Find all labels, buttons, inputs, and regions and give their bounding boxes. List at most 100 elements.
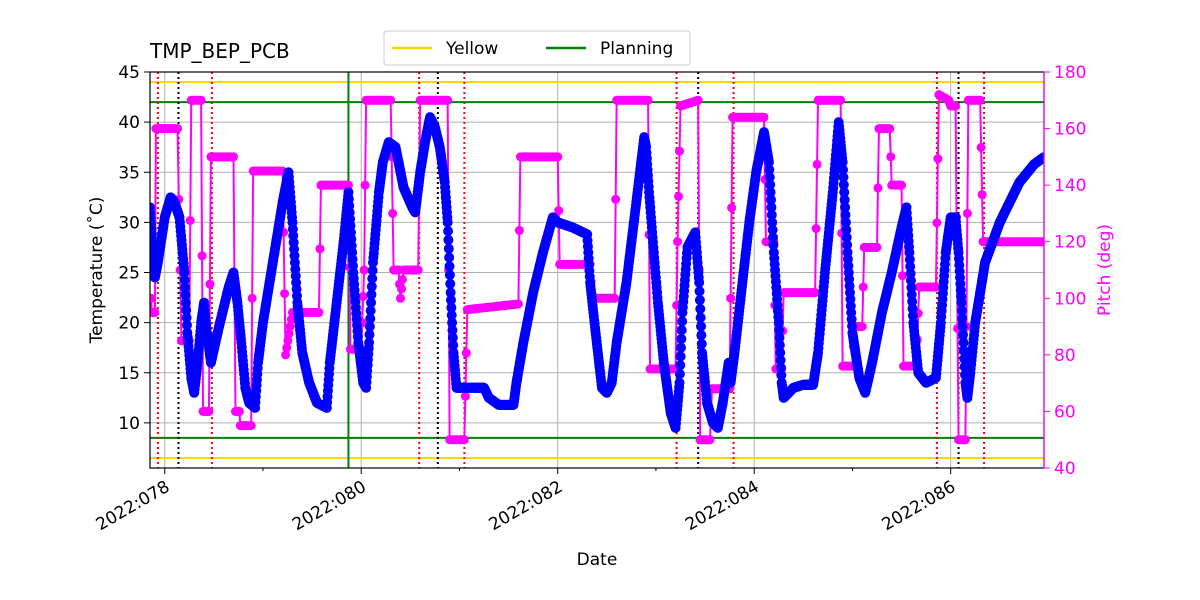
pitch-point xyxy=(674,191,684,201)
temperature-point xyxy=(366,281,377,292)
temperature-point xyxy=(696,321,707,332)
pitch-point xyxy=(1039,237,1044,247)
temperature-point xyxy=(763,157,774,168)
pitch-point xyxy=(836,95,846,105)
y-axis-label: Temperature (˚C) xyxy=(86,197,107,345)
temperature-point xyxy=(957,321,968,332)
temperature-point xyxy=(676,325,687,336)
temperature-point xyxy=(675,351,686,362)
temperature-point xyxy=(775,347,786,358)
temperature-point xyxy=(839,187,850,198)
pitch-point xyxy=(460,391,470,401)
temperature-point xyxy=(447,325,458,336)
pitch-point xyxy=(759,112,769,122)
temperature-point xyxy=(446,302,457,313)
legend: Yellow Planning xyxy=(383,30,691,66)
temperature-point xyxy=(365,313,376,324)
temperature-point xyxy=(775,355,786,366)
temperature-point xyxy=(842,239,853,250)
pitch-point xyxy=(811,224,821,234)
pitch-point xyxy=(196,95,206,105)
pitch-point xyxy=(886,152,896,162)
y-tick-label: 10 xyxy=(118,414,140,434)
pitch-point xyxy=(315,244,325,254)
temperature-point xyxy=(775,362,786,373)
y2-tick-label: 160 xyxy=(1054,120,1086,140)
temperature-point xyxy=(444,261,455,272)
temperature-point xyxy=(181,312,192,323)
pitch-point xyxy=(977,190,987,200)
pitch-point xyxy=(727,203,737,213)
pitch-point xyxy=(962,208,972,218)
temperature-point xyxy=(179,275,190,286)
temperature-point xyxy=(444,270,455,281)
temperature-point xyxy=(445,278,456,289)
temperature-point xyxy=(367,273,378,284)
temperature-point xyxy=(179,267,190,278)
temperature-point xyxy=(695,303,706,314)
pitch-point xyxy=(284,329,294,339)
pitch-point xyxy=(675,146,685,156)
plot-layer xyxy=(150,72,1044,468)
legend-label-yellow: Yellow xyxy=(445,39,498,59)
temperature-point xyxy=(694,286,705,297)
pitch-point xyxy=(873,183,883,193)
temperature-point xyxy=(956,297,967,308)
pitch-point xyxy=(285,322,295,332)
pitch-point xyxy=(673,237,683,247)
pitch-point xyxy=(610,293,620,303)
pitch-point xyxy=(885,124,895,134)
pitch-point xyxy=(897,180,907,190)
pitch-point xyxy=(150,293,156,303)
temperature-point xyxy=(841,224,852,235)
y2-tick-label: 180 xyxy=(1054,63,1086,83)
temperature-point xyxy=(694,295,705,306)
temperature-point xyxy=(442,217,453,228)
temperature-point xyxy=(181,305,192,316)
pitch-point xyxy=(386,95,396,105)
y2-tick-label: 60 xyxy=(1054,402,1076,422)
temperature-point xyxy=(443,243,454,254)
temperature-point xyxy=(840,217,851,228)
pitch-point xyxy=(246,421,256,431)
pitch-point xyxy=(975,95,985,105)
pitch-point xyxy=(358,291,368,301)
pitch-point xyxy=(857,322,867,332)
temperature-point xyxy=(774,325,785,336)
temperature-point xyxy=(768,239,779,250)
temperature-point xyxy=(695,312,706,323)
y-tick-label: 40 xyxy=(118,113,140,133)
pitch-point xyxy=(360,180,370,190)
temperature-point xyxy=(773,317,784,328)
pitch-point xyxy=(281,350,291,360)
pitch-point xyxy=(396,284,406,294)
legend-label-planning: Planning xyxy=(600,39,673,59)
pitch-point xyxy=(872,242,882,252)
pitch-point xyxy=(282,343,292,353)
pitch-point xyxy=(932,218,942,228)
pitch-point xyxy=(359,265,369,275)
temperature-point xyxy=(776,370,787,381)
pitch-point xyxy=(283,336,293,346)
temperature-point xyxy=(674,369,685,380)
temperature-point xyxy=(840,202,851,213)
pitch-point xyxy=(343,180,353,190)
pitch-point xyxy=(951,101,961,111)
y2-tick-label: 120 xyxy=(1054,233,1086,253)
temperature-point xyxy=(767,224,778,235)
temperature-point xyxy=(956,305,967,316)
pitch-point xyxy=(234,406,244,416)
pitch-point xyxy=(413,265,423,275)
pitch-point xyxy=(397,274,407,284)
temperature-point xyxy=(765,187,776,198)
y-tick-label: 20 xyxy=(118,314,140,334)
y-tick-label: 35 xyxy=(118,163,140,183)
pitch-point xyxy=(693,95,703,105)
temperature-point xyxy=(696,330,707,341)
temperature-point xyxy=(365,305,376,316)
temperature-point xyxy=(181,320,192,331)
y2-tick-label: 80 xyxy=(1054,346,1076,366)
temperature-point xyxy=(838,164,849,175)
temperature-point xyxy=(445,287,456,298)
